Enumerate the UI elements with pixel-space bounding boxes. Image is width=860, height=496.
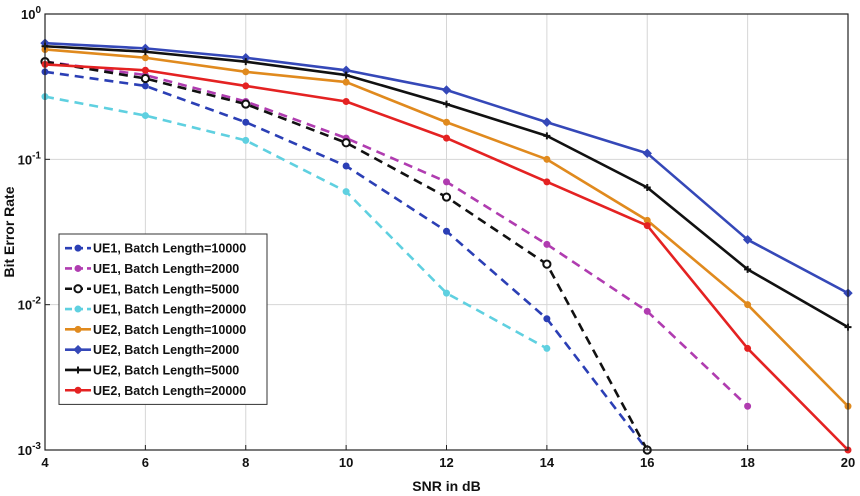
data-point — [744, 344, 752, 352]
data-point — [744, 402, 752, 410]
data-point — [242, 136, 250, 144]
legend-entry: UE1, Batch Length=10000 — [65, 242, 246, 256]
legend-label: UE2, Batch Length=10000 — [93, 323, 246, 337]
data-point — [341, 138, 351, 148]
data-point — [242, 82, 250, 90]
legend-marker — [74, 325, 82, 333]
series-3 — [40, 57, 652, 455]
series-8 — [41, 60, 852, 454]
y-tick-label: 10-3 — [18, 441, 42, 458]
data-point — [441, 192, 452, 202]
series-6 — [40, 38, 853, 298]
y-tick-label: 10-2 — [18, 296, 42, 313]
y-axis-label: Bit Error Rate — [1, 186, 17, 277]
data-point — [140, 73, 150, 84]
data-point — [141, 112, 149, 120]
series-5 — [41, 45, 852, 410]
data-point — [643, 184, 651, 192]
data-point — [543, 315, 551, 323]
data-point — [543, 132, 551, 140]
series-line — [44, 95, 548, 350]
legend-label: UE1, Batch Length=5000 — [93, 282, 239, 296]
data-point — [744, 301, 752, 309]
y-tick-label: 100 — [21, 5, 41, 22]
y-tick-label: 10-1 — [18, 150, 42, 167]
x-tick-label: 16 — [640, 455, 654, 470]
legend-entry: UE2, Batch Length=20000 — [65, 384, 246, 398]
data-point — [542, 259, 552, 269]
x-tick-label: 12 — [439, 455, 453, 470]
legend-marker — [74, 244, 82, 252]
data-point — [242, 58, 250, 66]
x-tick-label: 4 — [41, 455, 49, 470]
data-point — [441, 85, 452, 95]
legend-entry: UE1, Batch Length=20000 — [65, 303, 246, 317]
data-point — [141, 48, 149, 56]
data-point — [141, 54, 149, 62]
legend-box — [58, 233, 268, 405]
legend-marker — [73, 344, 83, 355]
data-point — [443, 178, 450, 186]
series-layer — [40, 38, 853, 455]
data-point — [543, 178, 551, 186]
x-tick-label: 20 — [841, 455, 855, 470]
series-line — [44, 60, 749, 408]
legend-label: UE2, Batch Length=20000 — [93, 384, 246, 398]
x-tick-label: 18 — [740, 455, 754, 470]
data-point — [643, 222, 651, 230]
data-point — [642, 148, 652, 159]
data-point — [744, 265, 752, 273]
legend-entry: UE2, Batch Length=10000 — [65, 323, 246, 337]
x-tick-label: 6 — [142, 455, 149, 470]
data-point — [342, 188, 350, 196]
data-point — [342, 71, 350, 79]
legend-entry: UE2, Batch Length=2000 — [65, 343, 239, 357]
data-point — [643, 307, 651, 315]
data-point — [443, 100, 450, 108]
data-point — [542, 117, 552, 127]
data-point — [543, 155, 551, 163]
legend-marker — [74, 366, 82, 374]
data-point — [242, 68, 250, 76]
legend: UE1, Batch Length=10000 UE1, Batch Length… — [58, 233, 268, 405]
legend-label: UE2, Batch Length=5000 — [93, 363, 239, 377]
legend-entry: UE1, Batch Length=5000 — [65, 282, 239, 296]
legend-entry: UE1, Batch Length=2000 — [65, 262, 239, 276]
x-axis-label: SNR in dB — [412, 478, 480, 494]
data-point — [141, 66, 149, 74]
legend-marker — [73, 284, 83, 294]
data-point — [342, 162, 350, 170]
data-point — [242, 118, 250, 126]
data-point — [443, 227, 450, 235]
data-point — [543, 344, 551, 352]
x-tick-label: 14 — [540, 455, 555, 470]
legend-label: UE1, Batch Length=20000 — [93, 303, 246, 317]
data-point — [342, 78, 350, 86]
data-point — [141, 82, 149, 90]
x-tick-label: 10 — [339, 455, 353, 470]
legend-marker — [74, 386, 82, 394]
data-point — [443, 118, 450, 126]
legend-label: UE2, Batch Length=2000 — [93, 343, 239, 357]
data-point — [241, 99, 251, 109]
data-point — [543, 240, 551, 248]
data-point — [443, 134, 450, 142]
data-point — [742, 234, 753, 245]
data-point — [443, 289, 450, 297]
legend-marker — [74, 305, 82, 313]
legend-label: UE1, Batch Length=10000 — [93, 242, 246, 256]
legend-label: UE1, Batch Length=2000 — [93, 262, 239, 276]
legend-marker — [74, 264, 82, 272]
data-point — [342, 97, 350, 105]
legend-entry: UE2, Batch Length=5000 — [65, 363, 239, 377]
x-tick-label: 8 — [242, 455, 249, 470]
tick-labels: 4 6 8 10 12 14 16 18 20 100 10-1 10-2 10-3 — [18, 5, 856, 470]
